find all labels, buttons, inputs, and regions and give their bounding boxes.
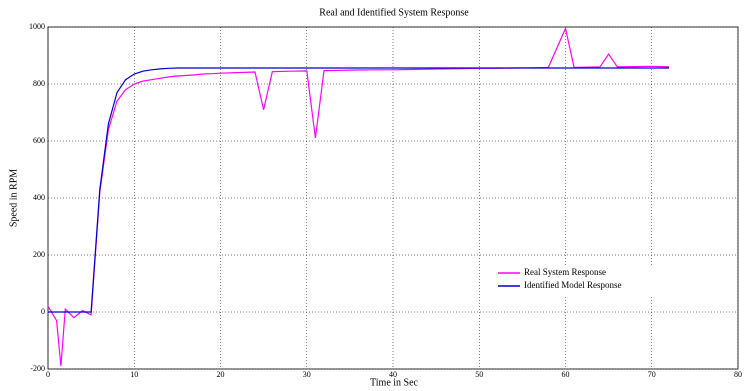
x-tick-label: 80: [734, 370, 742, 379]
chart-title: Real and Identified System Response: [319, 7, 469, 18]
legend-label: Real System Response: [524, 267, 606, 277]
x-tick-label: 70: [648, 370, 656, 379]
x-tick-label: 30: [303, 370, 311, 379]
series-line: [47, 26, 670, 367]
y-tick-label: 0: [41, 307, 45, 316]
x-tick-label: 60: [562, 370, 570, 379]
axes-box: [47, 26, 739, 370]
x-tick-label: 10: [130, 370, 138, 379]
y-tick-label: 1000: [29, 22, 45, 31]
x-tick-label: 40: [389, 370, 397, 379]
y-tick-label: -200: [30, 364, 45, 373]
y-axis-label: Speed in RPM: [8, 169, 19, 227]
y-tick-label: 400: [33, 193, 45, 202]
series-line: [48, 67, 669, 313]
legend-label: Identified Model Response: [524, 280, 621, 290]
legend-box: [490, 265, 690, 295]
x-tick-label: 20: [217, 370, 225, 379]
y-tick-label: 600: [33, 136, 45, 145]
y-tick-label: 200: [33, 250, 45, 259]
y-tick-label: 800: [33, 79, 45, 88]
x-axis-label: Time in Sec: [370, 377, 419, 388]
x-tick-label: 0: [46, 370, 50, 379]
x-tick-label: 50: [475, 370, 483, 379]
